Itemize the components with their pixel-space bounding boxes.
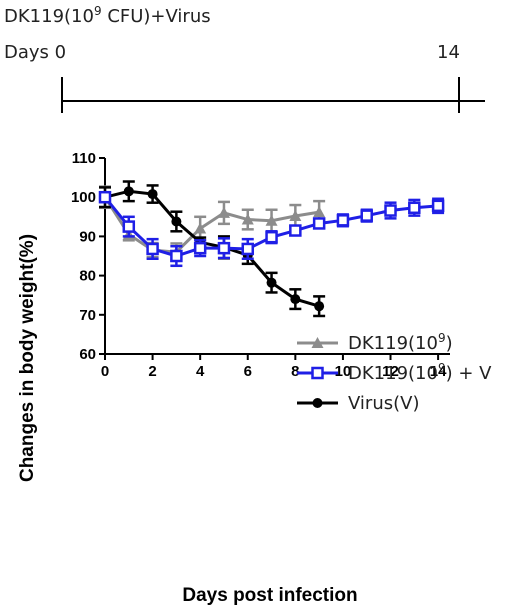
data-point — [313, 206, 326, 218]
x-tick-label: 2 — [148, 363, 156, 380]
data-point — [290, 294, 301, 305]
treatment-label-suffix: CFU)+Virus — [101, 6, 211, 27]
x-axis-title: Days post infection — [182, 585, 357, 605]
y-tick-label: 60 — [79, 346, 96, 363]
legend-label: Virus(V) — [348, 393, 419, 414]
data-point — [217, 241, 231, 255]
data-point — [384, 204, 397, 217]
data-point — [266, 277, 277, 288]
data-point — [147, 189, 158, 200]
x-tick-label: 4 — [196, 363, 205, 380]
data-point — [217, 206, 230, 218]
x-tick-label: 8 — [291, 363, 299, 380]
data-point — [171, 216, 182, 227]
data-point — [314, 301, 325, 312]
y-tick-label: 90 — [79, 228, 96, 245]
timeline-graphic — [61, 77, 485, 113]
data-point — [312, 217, 326, 230]
data-point — [289, 210, 302, 222]
y-axis-title: Changes in body weight(%) — [17, 234, 38, 482]
data-point — [98, 190, 112, 204]
y-tick-label: 80 — [79, 268, 96, 285]
x-tick-label: 12 — [382, 363, 399, 380]
data-point — [193, 241, 207, 255]
series-1 — [98, 190, 445, 268]
legend-swatch-marker — [312, 398, 323, 408]
data-point — [289, 224, 302, 237]
data-point — [194, 222, 207, 234]
timeline-header: DK119(109 CFU)+Virus Days 0 14 — [0, 0, 511, 120]
legend-item-2: Virus(V) — [297, 393, 419, 414]
x-tick-label: 14 — [430, 363, 447, 380]
timeline-start-label: Days 0 — [4, 42, 67, 63]
data-point — [265, 230, 278, 244]
x-tick-label: 6 — [244, 363, 252, 380]
data-point — [431, 199, 445, 213]
data-point — [122, 220, 136, 233]
legend-swatch-marker — [311, 337, 324, 348]
legend-label: DK119(109) — [348, 331, 453, 354]
y-tick-label: 100 — [71, 189, 96, 206]
data-point — [241, 242, 255, 256]
data-point — [360, 209, 373, 222]
data-point — [170, 249, 183, 263]
data-point — [146, 242, 159, 256]
y-tick-label: 70 — [79, 307, 96, 324]
data-point — [123, 186, 134, 197]
legend-label: DK119(109) + V — [348, 361, 492, 384]
timeline-end-label: 14 — [437, 42, 460, 63]
treatment-label: DK119(109 CFU)+Virus — [4, 4, 211, 27]
chart-legend: DK119(109) DK119(109) + V Virus(V) — [297, 331, 492, 414]
data-point — [265, 214, 278, 226]
data-point — [241, 213, 254, 225]
x-tick-label: 10 — [335, 363, 352, 380]
chart-series — [98, 180, 445, 318]
legend-item-0: DK119(109) — [297, 331, 453, 354]
data-point — [408, 201, 421, 215]
data-point — [336, 214, 350, 227]
treatment-label-exponent: 9 — [93, 4, 102, 18]
series-line — [103, 196, 320, 254]
series-line — [104, 189, 320, 308]
legend-item-1: DK119(109) + V — [297, 361, 492, 384]
series-2 — [99, 180, 326, 318]
y-tick-label: 110 — [72, 150, 96, 167]
x-tick-label: 0 — [101, 363, 109, 380]
treatment-label-prefix: DK119(10 — [4, 6, 94, 27]
legend-swatch-marker — [311, 366, 324, 380]
